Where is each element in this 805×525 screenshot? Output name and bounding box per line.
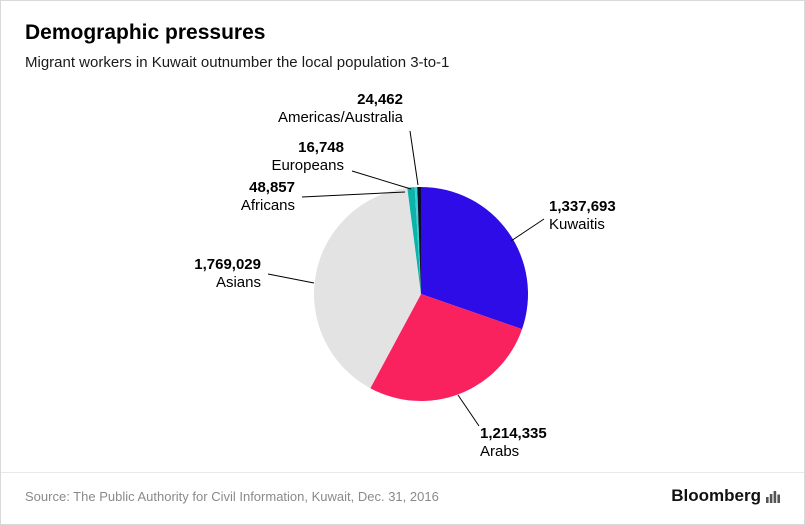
pie-label-asians: 1,769,029 Asians (194, 256, 261, 292)
chart-subtitle: Migrant workers in Kuwait outnumber the … (25, 54, 450, 71)
bloomberg-logo: Bloomberg (671, 486, 780, 506)
pie-label-americas-australia-name: Americas/Australia (277, 109, 403, 126)
pie-label-africans: 48,857 Africans (241, 179, 295, 215)
pie-label-europeans-value: 16,748 (298, 139, 344, 156)
pie-label-arabs-value: 1,214,335 (480, 425, 547, 442)
pie-label-europeans-name: Europeans (271, 157, 344, 174)
pie-label-kuwaitis-name: Kuwaitis (549, 216, 605, 233)
pie-label-africans-name: Africans (240, 197, 295, 214)
pie-label-africans-value: 48,857 (249, 179, 295, 196)
pie-label-americas-australia: 24,462 Americas/Australia (278, 91, 403, 127)
bloomberg-wordmark: Bloomberg (671, 486, 761, 505)
pie-slice-arabs (370, 294, 523, 402)
pie-slices (314, 186, 529, 402)
leader-lines (267, 130, 545, 427)
leader-line-kuwaitis (510, 218, 545, 242)
source-text: Source: The Public Authority for Civil I… (25, 489, 439, 504)
pie-label-americas-australia-value: 24,462 (357, 91, 403, 108)
leader-line-americas-australia (409, 130, 419, 186)
pie-slice-kuwaitis (421, 187, 529, 330)
pie-slice-asians (314, 187, 421, 389)
pie-label-arabs-name: Arabs (480, 443, 520, 460)
pie-label-arabs: 1,214,335 Arabs (480, 425, 547, 461)
pie-label-asians-name: Asians (215, 274, 261, 291)
pie-label-asians-value: 1,769,029 (194, 256, 261, 273)
leader-line-europeans (351, 170, 412, 190)
pie-label-europeans: 16,748 Europeans (271, 139, 344, 175)
leader-line-africans (301, 191, 406, 198)
pie-label-kuwaitis-value: 1,337,693 (549, 198, 616, 215)
leader-line-arabs (457, 394, 480, 427)
pie-slice-africans (407, 187, 421, 294)
chart-title: Demographic pressures (25, 21, 266, 44)
bloomberg-bars-icon (766, 491, 780, 503)
footer: Source: The Public Authority for Civil I… (1, 472, 804, 524)
pie-slice-europeans (414, 187, 421, 294)
leader-line-asians (267, 273, 315, 284)
pie-label-kuwaitis: 1,337,693 Kuwaitis (549, 198, 616, 234)
pie-slice-americas-australia (417, 186, 421, 294)
